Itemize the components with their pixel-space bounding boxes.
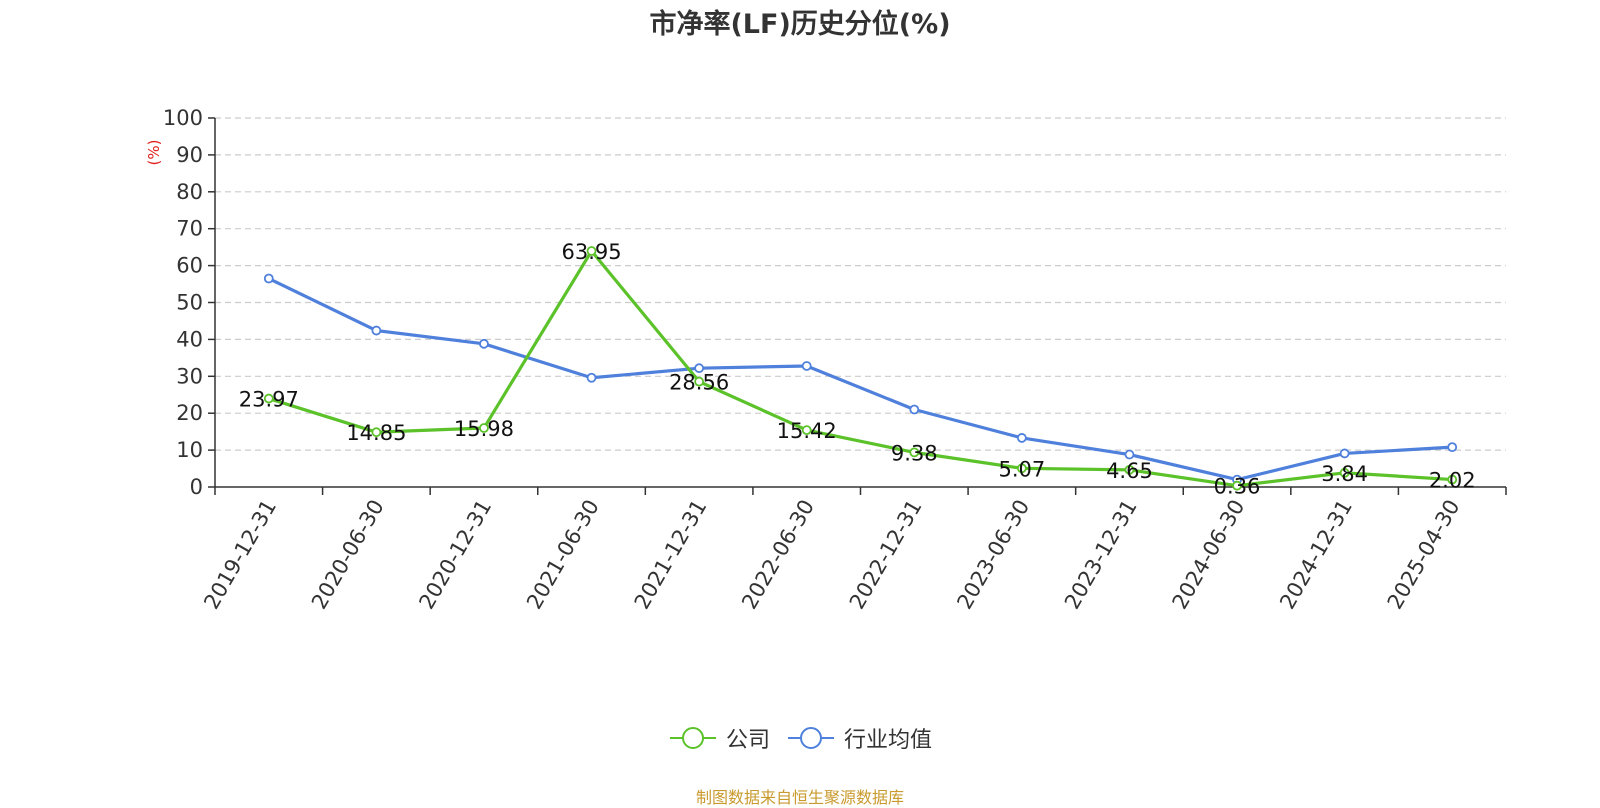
data-point-company bbox=[1232, 480, 1242, 491]
data-point-industry bbox=[263, 273, 274, 284]
x-tick-label: 2021-06-30 bbox=[522, 496, 604, 614]
x-tick-label: 2023-06-30 bbox=[952, 496, 1034, 614]
legend-item-industry[interactable]: 行业均值 bbox=[786, 722, 932, 754]
legend-marker-industry bbox=[788, 727, 834, 749]
y-tick-label: 100 bbox=[163, 106, 203, 130]
data-label-company: 23.97 bbox=[239, 388, 299, 412]
x-tick-label: 2021-12-31 bbox=[630, 496, 712, 614]
y-tick-label: 60 bbox=[176, 254, 203, 278]
y-tick-label: 50 bbox=[176, 291, 203, 315]
legend-marker-company bbox=[669, 727, 716, 749]
data-point-company bbox=[1016, 463, 1027, 474]
data-point-industry bbox=[1016, 433, 1027, 443]
x-tick-label: 2020-06-30 bbox=[307, 496, 389, 614]
x-tick-label: 2020-12-31 bbox=[414, 496, 496, 614]
x-tick-label: 2024-06-30 bbox=[1168, 496, 1250, 614]
source-note: 制图数据来自恒生聚源数据库 bbox=[695, 788, 904, 807]
y-tick-label: 90 bbox=[176, 143, 203, 167]
data-point-industry bbox=[694, 363, 705, 374]
data-label-company: 15.98 bbox=[454, 417, 514, 441]
y-tick-label: 20 bbox=[176, 401, 203, 425]
data-point-industry bbox=[371, 325, 382, 336]
data-label-company: 2.02 bbox=[1429, 469, 1476, 493]
data-label-company: 5.07 bbox=[998, 457, 1045, 481]
x-tick-label: 2025-04-30 bbox=[1383, 496, 1465, 614]
data-point-industry bbox=[909, 404, 920, 415]
y-tick-label: 40 bbox=[176, 327, 203, 351]
data-label-company: 3.84 bbox=[1321, 462, 1368, 486]
y-tick-label: 80 bbox=[176, 180, 203, 204]
data-label-company: 4.65 bbox=[1106, 459, 1153, 483]
data-label-company: 63.95 bbox=[561, 240, 621, 264]
x-tick-label: 2019-12-31 bbox=[199, 496, 281, 614]
data-point-company bbox=[694, 376, 705, 387]
data-point-company bbox=[263, 393, 274, 404]
data-point-company bbox=[1339, 467, 1350, 478]
data-point-industry bbox=[479, 338, 489, 349]
data-point-company bbox=[909, 447, 920, 458]
y-tick-label: 70 bbox=[176, 217, 203, 241]
data-point-company bbox=[1124, 464, 1135, 475]
data-point-industry bbox=[801, 361, 812, 371]
data-label-company: 28.56 bbox=[669, 371, 729, 395]
y-tick-label: 30 bbox=[176, 364, 203, 388]
data-point-industry bbox=[586, 372, 597, 383]
legend: 公司 行业均值 bbox=[0, 722, 1600, 754]
data-label-company: 9.38 bbox=[891, 441, 938, 465]
data-label-company: 0.36 bbox=[1214, 475, 1261, 499]
legend-label-company: 公司 bbox=[725, 728, 770, 753]
x-tick-label: 2022-06-30 bbox=[737, 496, 819, 614]
chart-title: 市净率(LF)历史分位(%) bbox=[649, 9, 951, 40]
legend-label-industry: 行业均值 bbox=[844, 728, 933, 753]
data-point-company bbox=[586, 246, 597, 256]
data-point-industry bbox=[1447, 442, 1458, 453]
data-point-industry bbox=[1339, 448, 1350, 459]
data-point-company bbox=[479, 423, 489, 433]
series-line-industry bbox=[268, 277, 1453, 482]
legend-item-company[interactable]: 公司 bbox=[668, 722, 770, 754]
y-tick-label: 0 bbox=[190, 475, 203, 499]
x-tick-label: 2022-12-31 bbox=[845, 496, 927, 614]
y-tick-label: 10 bbox=[176, 438, 203, 462]
data-label-company: 14.85 bbox=[346, 421, 406, 445]
y-axis-label: (%) bbox=[145, 140, 163, 166]
data-point-company bbox=[801, 425, 812, 436]
data-point-company bbox=[371, 427, 382, 438]
data-label-company: 15.42 bbox=[777, 419, 837, 443]
data-point-industry bbox=[1124, 449, 1135, 460]
x-tick-label: 2024-12-31 bbox=[1275, 496, 1357, 614]
series-line-company bbox=[268, 249, 1453, 488]
x-tick-label: 2023-12-31 bbox=[1060, 496, 1142, 614]
data-point-company bbox=[1447, 474, 1458, 485]
